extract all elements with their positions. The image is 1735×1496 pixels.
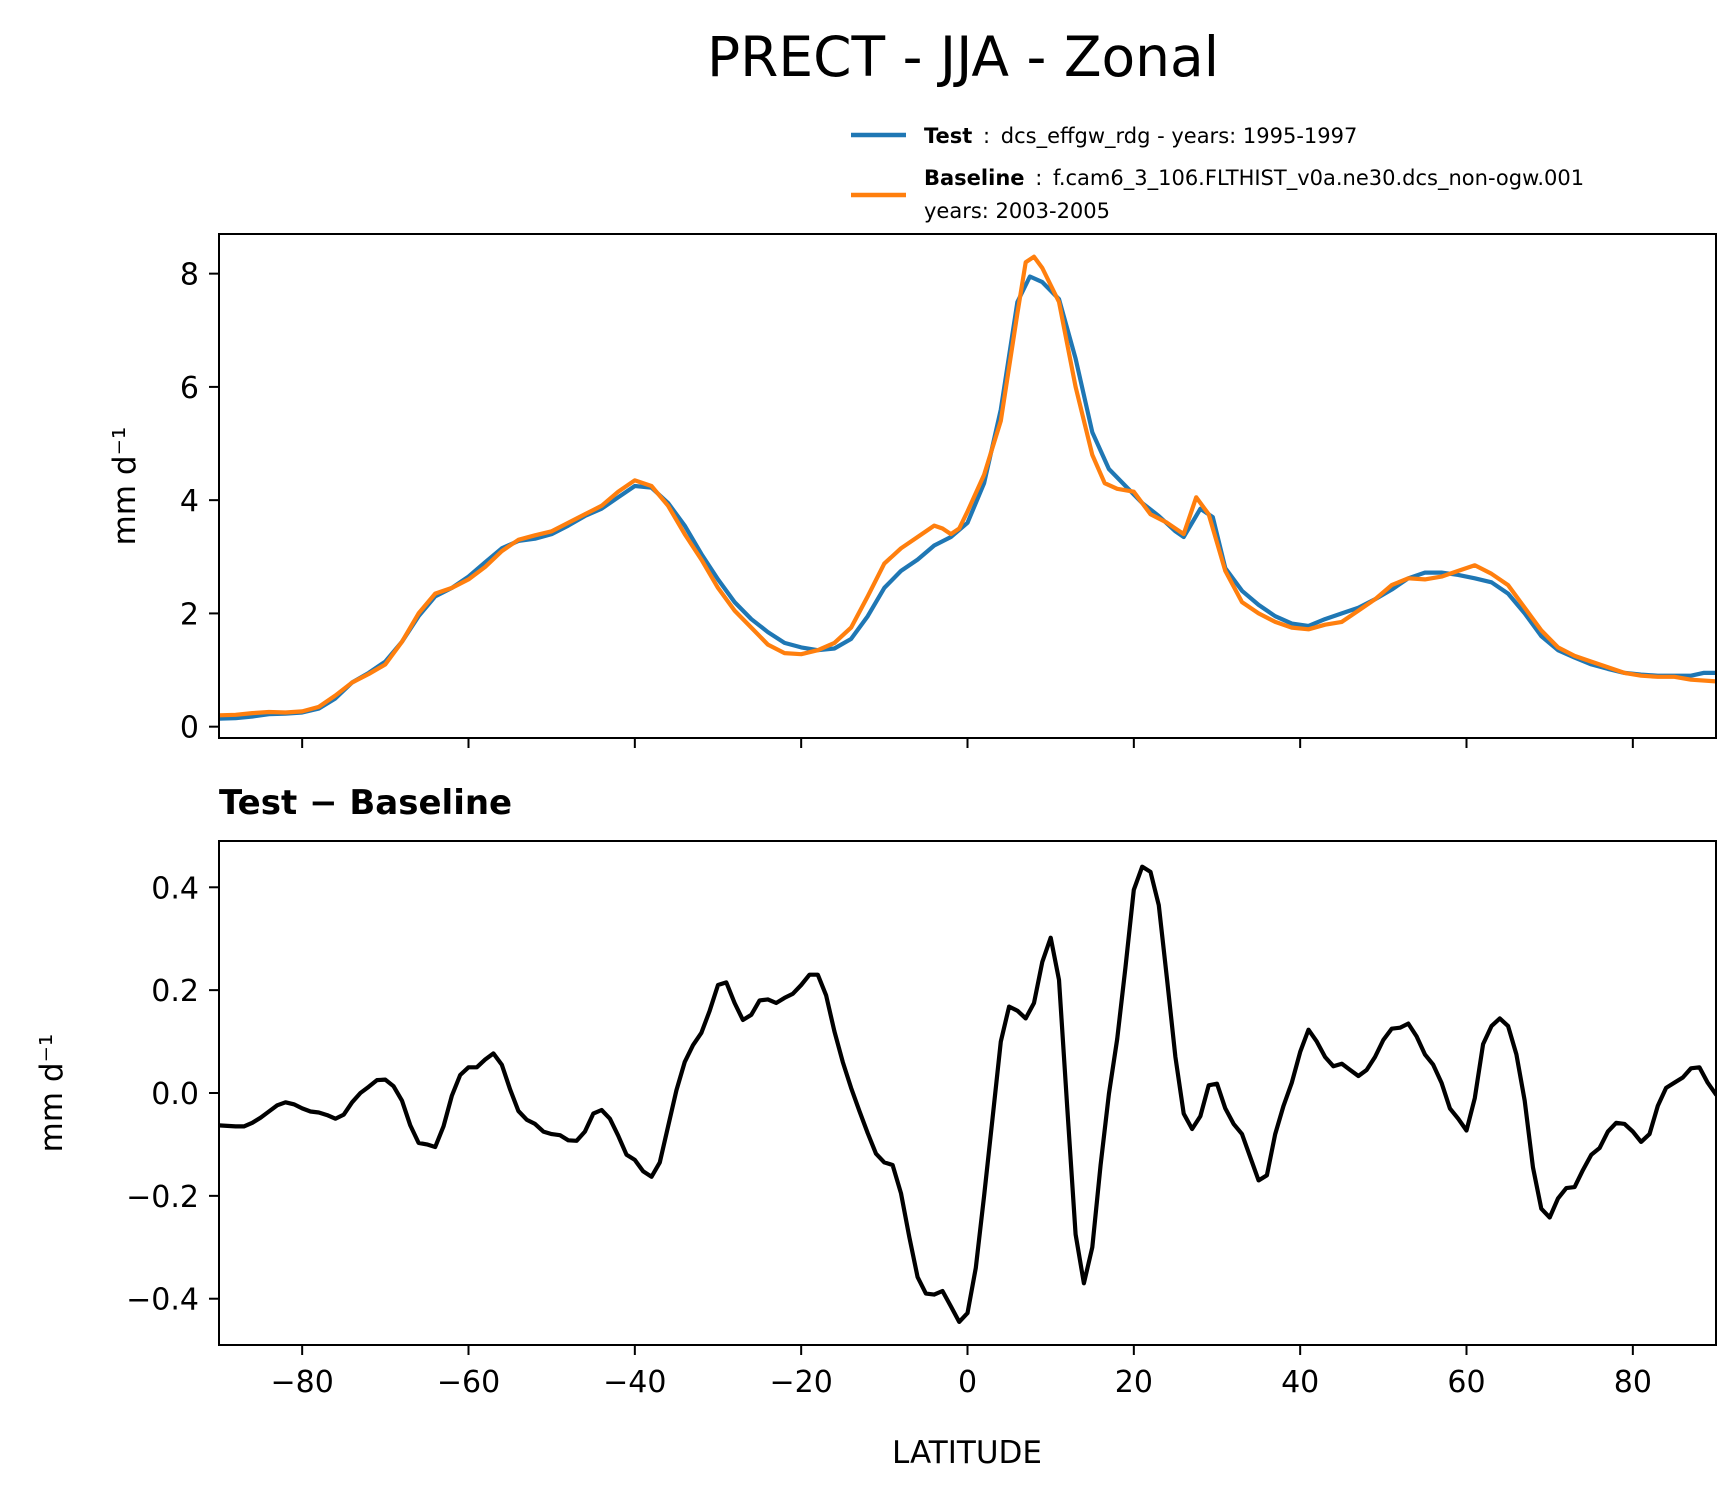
bot-ytick-label: 0.2 <box>151 974 199 1009</box>
bot-xtick-label: −60 <box>437 1365 500 1400</box>
bot-ytick-label: 0.4 <box>151 871 199 906</box>
legend-test-desc: dcs_effgw_rdg - years: 1995-1997 <box>1001 124 1358 149</box>
bottom-ylabel: mm d⁻¹ <box>34 1034 70 1153</box>
bot-xtick-label: −20 <box>770 1365 833 1400</box>
bot-xtick-label: 80 <box>1614 1365 1652 1400</box>
bot-series-line-difference <box>219 864 1716 1324</box>
top-series-line-baseline <box>219 254 1716 718</box>
bot-xtick-label: 20 <box>1115 1365 1153 1400</box>
bot-ytick-label: 0.0 <box>151 1077 199 1112</box>
legend-baseline-text: Baseline : f.cam6_3_106.FLTHIST_v0a.ne30… <box>924 166 1584 191</box>
legend-test-name: Test <box>924 124 972 148</box>
top-xticks <box>301 738 1634 748</box>
bottom-xticks: −80 −60 −40 −20 0 20 40 60 80 <box>271 1345 1652 1400</box>
top-ylabel: mm d⁻¹ <box>107 427 143 546</box>
top-series-line-test <box>219 274 1716 721</box>
bottom-panel-title: Test − Baseline <box>219 783 512 823</box>
top-ytick-label: 6 <box>180 371 199 406</box>
top-ytick-label: 8 <box>180 258 199 293</box>
bot-xtick-label: 40 <box>1281 1365 1319 1400</box>
top-yticks: 0 2 4 6 8 <box>180 258 219 746</box>
bot-xtick-label: −40 <box>603 1365 666 1400</box>
legend-test-text: Test : dcs_effgw_rdg - years: 1995-1997 <box>924 124 1357 149</box>
legend-test-sep: : <box>983 124 990 148</box>
top-panel: 0 2 4 6 8 mm d⁻¹ <box>107 233 1717 748</box>
figure-title: PRECT - JJA - Zonal <box>707 25 1219 89</box>
top-series-group <box>219 254 1716 721</box>
legend-baseline-name: Baseline <box>924 166 1025 190</box>
legend-baseline-sep: : <box>1035 166 1042 190</box>
bot-ytick-label: −0.2 <box>126 1180 199 1215</box>
top-ytick-label: 2 <box>180 597 199 632</box>
bot-ytick-label: −0.4 <box>126 1283 199 1318</box>
bot-xtick-label: −80 <box>271 1365 334 1400</box>
legend-baseline-years: years: 2003-2005 <box>924 199 1110 223</box>
legend-baseline-desc: f.cam6_3_106.FLTHIST_v0a.ne30.dcs_non-og… <box>1053 166 1584 191</box>
legend: Test : dcs_effgw_rdg - years: 1995-1997 … <box>851 124 1584 223</box>
bottom-yticks: −0.4 −0.2 0.0 0.2 0.4 <box>126 871 219 1318</box>
top-ytick-label: 4 <box>180 484 199 519</box>
bottom-panel: Test − Baseline −80 −60 −40 −20 0 20 40 60 80 −0… <box>34 783 1717 1471</box>
top-ytick-label: 0 <box>180 711 199 746</box>
bot-xtick-label: 60 <box>1447 1365 1485 1400</box>
bot-xtick-label: 0 <box>958 1365 977 1400</box>
bottom-series-group <box>219 864 1716 1324</box>
bottom-xlabel: LATITUDE <box>892 1435 1042 1471</box>
